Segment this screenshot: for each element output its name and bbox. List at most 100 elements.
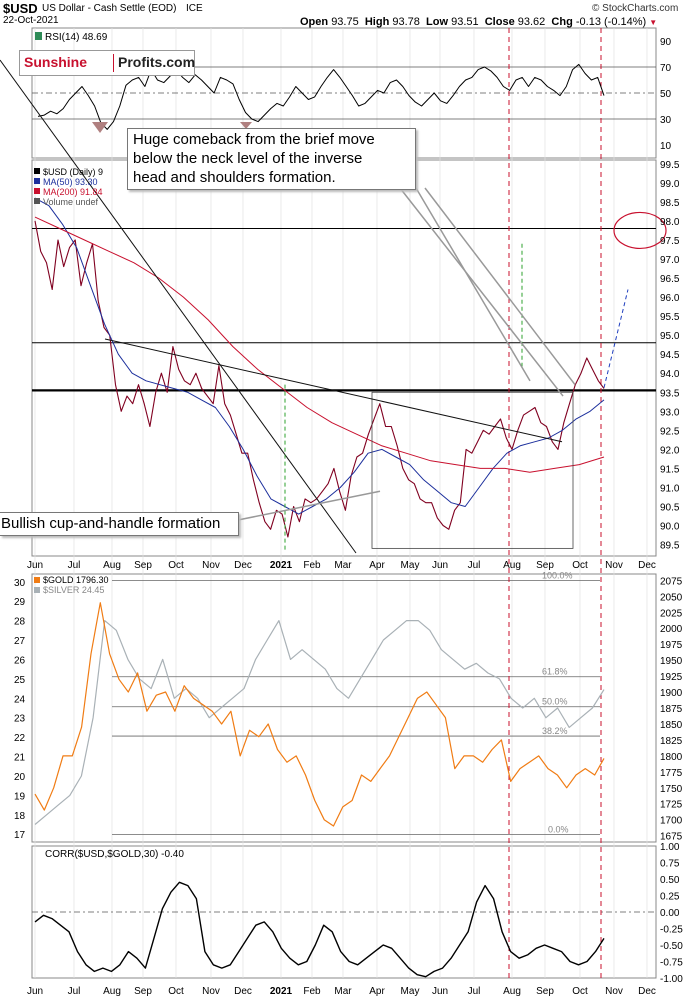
gold-tick-label: 1950 (660, 656, 683, 667)
usd-tick-label: 96.0 (660, 293, 680, 304)
open-value: 93.75 (331, 16, 359, 28)
month-tick-label: Aug (503, 560, 521, 571)
gold-tick-label: 1800 (660, 752, 683, 763)
ma50-line (34, 197, 605, 515)
month-tick-label: Nov (605, 560, 623, 571)
usd-legend-swatch (34, 168, 40, 174)
silver-legend-swatch (34, 587, 40, 593)
gold-line (34, 602, 605, 827)
usd-tick-label: 99.0 (660, 179, 680, 190)
silver-tick-label: 24 (14, 694, 26, 705)
usd-tick-label: 97.0 (660, 255, 680, 266)
month-tick-label: Sep (536, 986, 554, 997)
usd-price-line (34, 220, 605, 538)
gold-tick-label: 1725 (660, 800, 683, 811)
month-tick-label: Sep (536, 560, 554, 571)
silver-tick-label: 25 (14, 675, 26, 686)
usd-legend-swatch (34, 198, 40, 204)
month-tick-label: Dec (234, 986, 252, 997)
usd-tick-label: 89.5 (660, 541, 680, 552)
annotation-layer (0, 59, 667, 554)
corr-tick-label: 0.75 (660, 859, 680, 870)
silver-tick-label: 21 (14, 753, 26, 764)
usd-tick-label: 92.5 (660, 426, 680, 437)
usd-tick-label: 98.5 (660, 198, 680, 209)
gold-tick-label: 1750 (660, 784, 683, 795)
gold-tick-label: 2075 (660, 576, 683, 587)
callout-pointer (415, 187, 531, 382)
corr-tick-label: -0.25 (660, 925, 683, 936)
gold-legend-swatch (34, 577, 40, 583)
month-tick-label: Nov (202, 560, 220, 571)
usd-tick-label: 93.5 (660, 388, 680, 399)
month-tick-label: Dec (638, 986, 656, 997)
downtrend-line (0, 59, 357, 554)
silver-tick-label: 28 (14, 617, 26, 628)
high-label: High (364, 16, 390, 28)
usd-tick-label: 92.0 (660, 445, 680, 456)
panel-frame-2 (31, 573, 657, 843)
low-label: Low (426, 16, 449, 28)
silver-tick-label: 17 (14, 830, 26, 841)
usd-legend-swatch (34, 188, 40, 194)
usd-tick-label: 95.0 (660, 331, 680, 342)
ma200-line (34, 216, 605, 473)
rsi-tick-label: 10 (660, 141, 672, 152)
month-tick-label: Aug (103, 986, 121, 997)
month-tick-label: Aug (103, 560, 121, 571)
month-tick-label: Feb (303, 986, 321, 997)
gold-tick-label: 1700 (660, 816, 683, 827)
chart-symbol: $USD (3, 1, 38, 16)
usd-tick-label: 98.0 (660, 217, 680, 228)
silver-tick-label: 30 (14, 578, 26, 589)
corr-tick-label: 1.00 (660, 842, 680, 853)
usd-tick-label: 91.0 (660, 483, 680, 494)
corr-tick-label: -0.50 (660, 941, 683, 952)
callout-pointer (424, 187, 576, 386)
target-ellipse (613, 211, 667, 250)
rsi-title: RSI(14) 48.69 (45, 32, 108, 43)
fib-level-label: 0.0% (548, 824, 569, 834)
chg-value: -0.13 (-0.14%) (575, 16, 647, 28)
month-tick-label: Mar (334, 560, 352, 571)
rsi-tick-label: 30 (660, 115, 672, 126)
fib-level-label: 61.8% (542, 667, 568, 677)
month-tick-label: Jun (27, 986, 43, 997)
usd-tick-label: 90.0 (660, 522, 680, 533)
rsi-series-line (37, 63, 605, 130)
gold-tick-label: 1975 (660, 640, 683, 651)
panel-frame-1 (31, 159, 657, 557)
comeback-line-1: Huge comeback from the brief move (133, 131, 375, 148)
corr-tick-label: -0.75 (660, 958, 683, 969)
gold-legend-label: $GOLD 1796.30 (43, 575, 109, 585)
cup-handle-callout: Bullish cup-and-handle formation (0, 512, 239, 536)
corr-title: CORR($USD,$GOLD,30) -0.40 (45, 849, 184, 860)
silver-legend-label: $SILVER 24.45 (43, 585, 104, 595)
month-tick-label: Oct (168, 560, 184, 571)
month-tick-label: Mar (334, 986, 352, 997)
usd-tick-label: 97.5 (660, 236, 680, 247)
month-tick-label: 2021 (270, 560, 293, 571)
usd-tick-label: 93.0 (660, 407, 680, 418)
source-credit: © StockCharts.com (592, 3, 679, 14)
gold-tick-label: 1825 (660, 736, 683, 747)
usd-legend-swatch (34, 178, 40, 184)
month-tick-label: Dec (234, 560, 252, 571)
gold-tick-label: 1900 (660, 688, 683, 699)
comeback-line-3: head and shoulders formation. (133, 169, 336, 186)
logo-divider (113, 54, 114, 72)
usd-legend-label: Volume undef (43, 197, 99, 207)
silver-tick-label: 20 (14, 772, 26, 783)
close-label: Close (484, 16, 515, 28)
comeback-line-2: below the neck level of the inverse (133, 150, 363, 167)
gold-tick-label: 1875 (660, 704, 683, 715)
ohlc-readout: Open 93.75 High 93.78 Low 93.51 Close 93… (300, 16, 657, 28)
month-tick-label: May (401, 986, 420, 997)
fib-level-label: 100.0% (542, 570, 573, 580)
silver-tick-label: 19 (14, 791, 26, 802)
month-tick-label: Jul (68, 560, 81, 571)
logo: Sunshine Profits.com (19, 50, 195, 76)
usd-tick-label: 91.5 (660, 464, 680, 475)
chg-label: Chg (551, 16, 573, 28)
usd-tick-label: 99.5 (660, 160, 680, 171)
